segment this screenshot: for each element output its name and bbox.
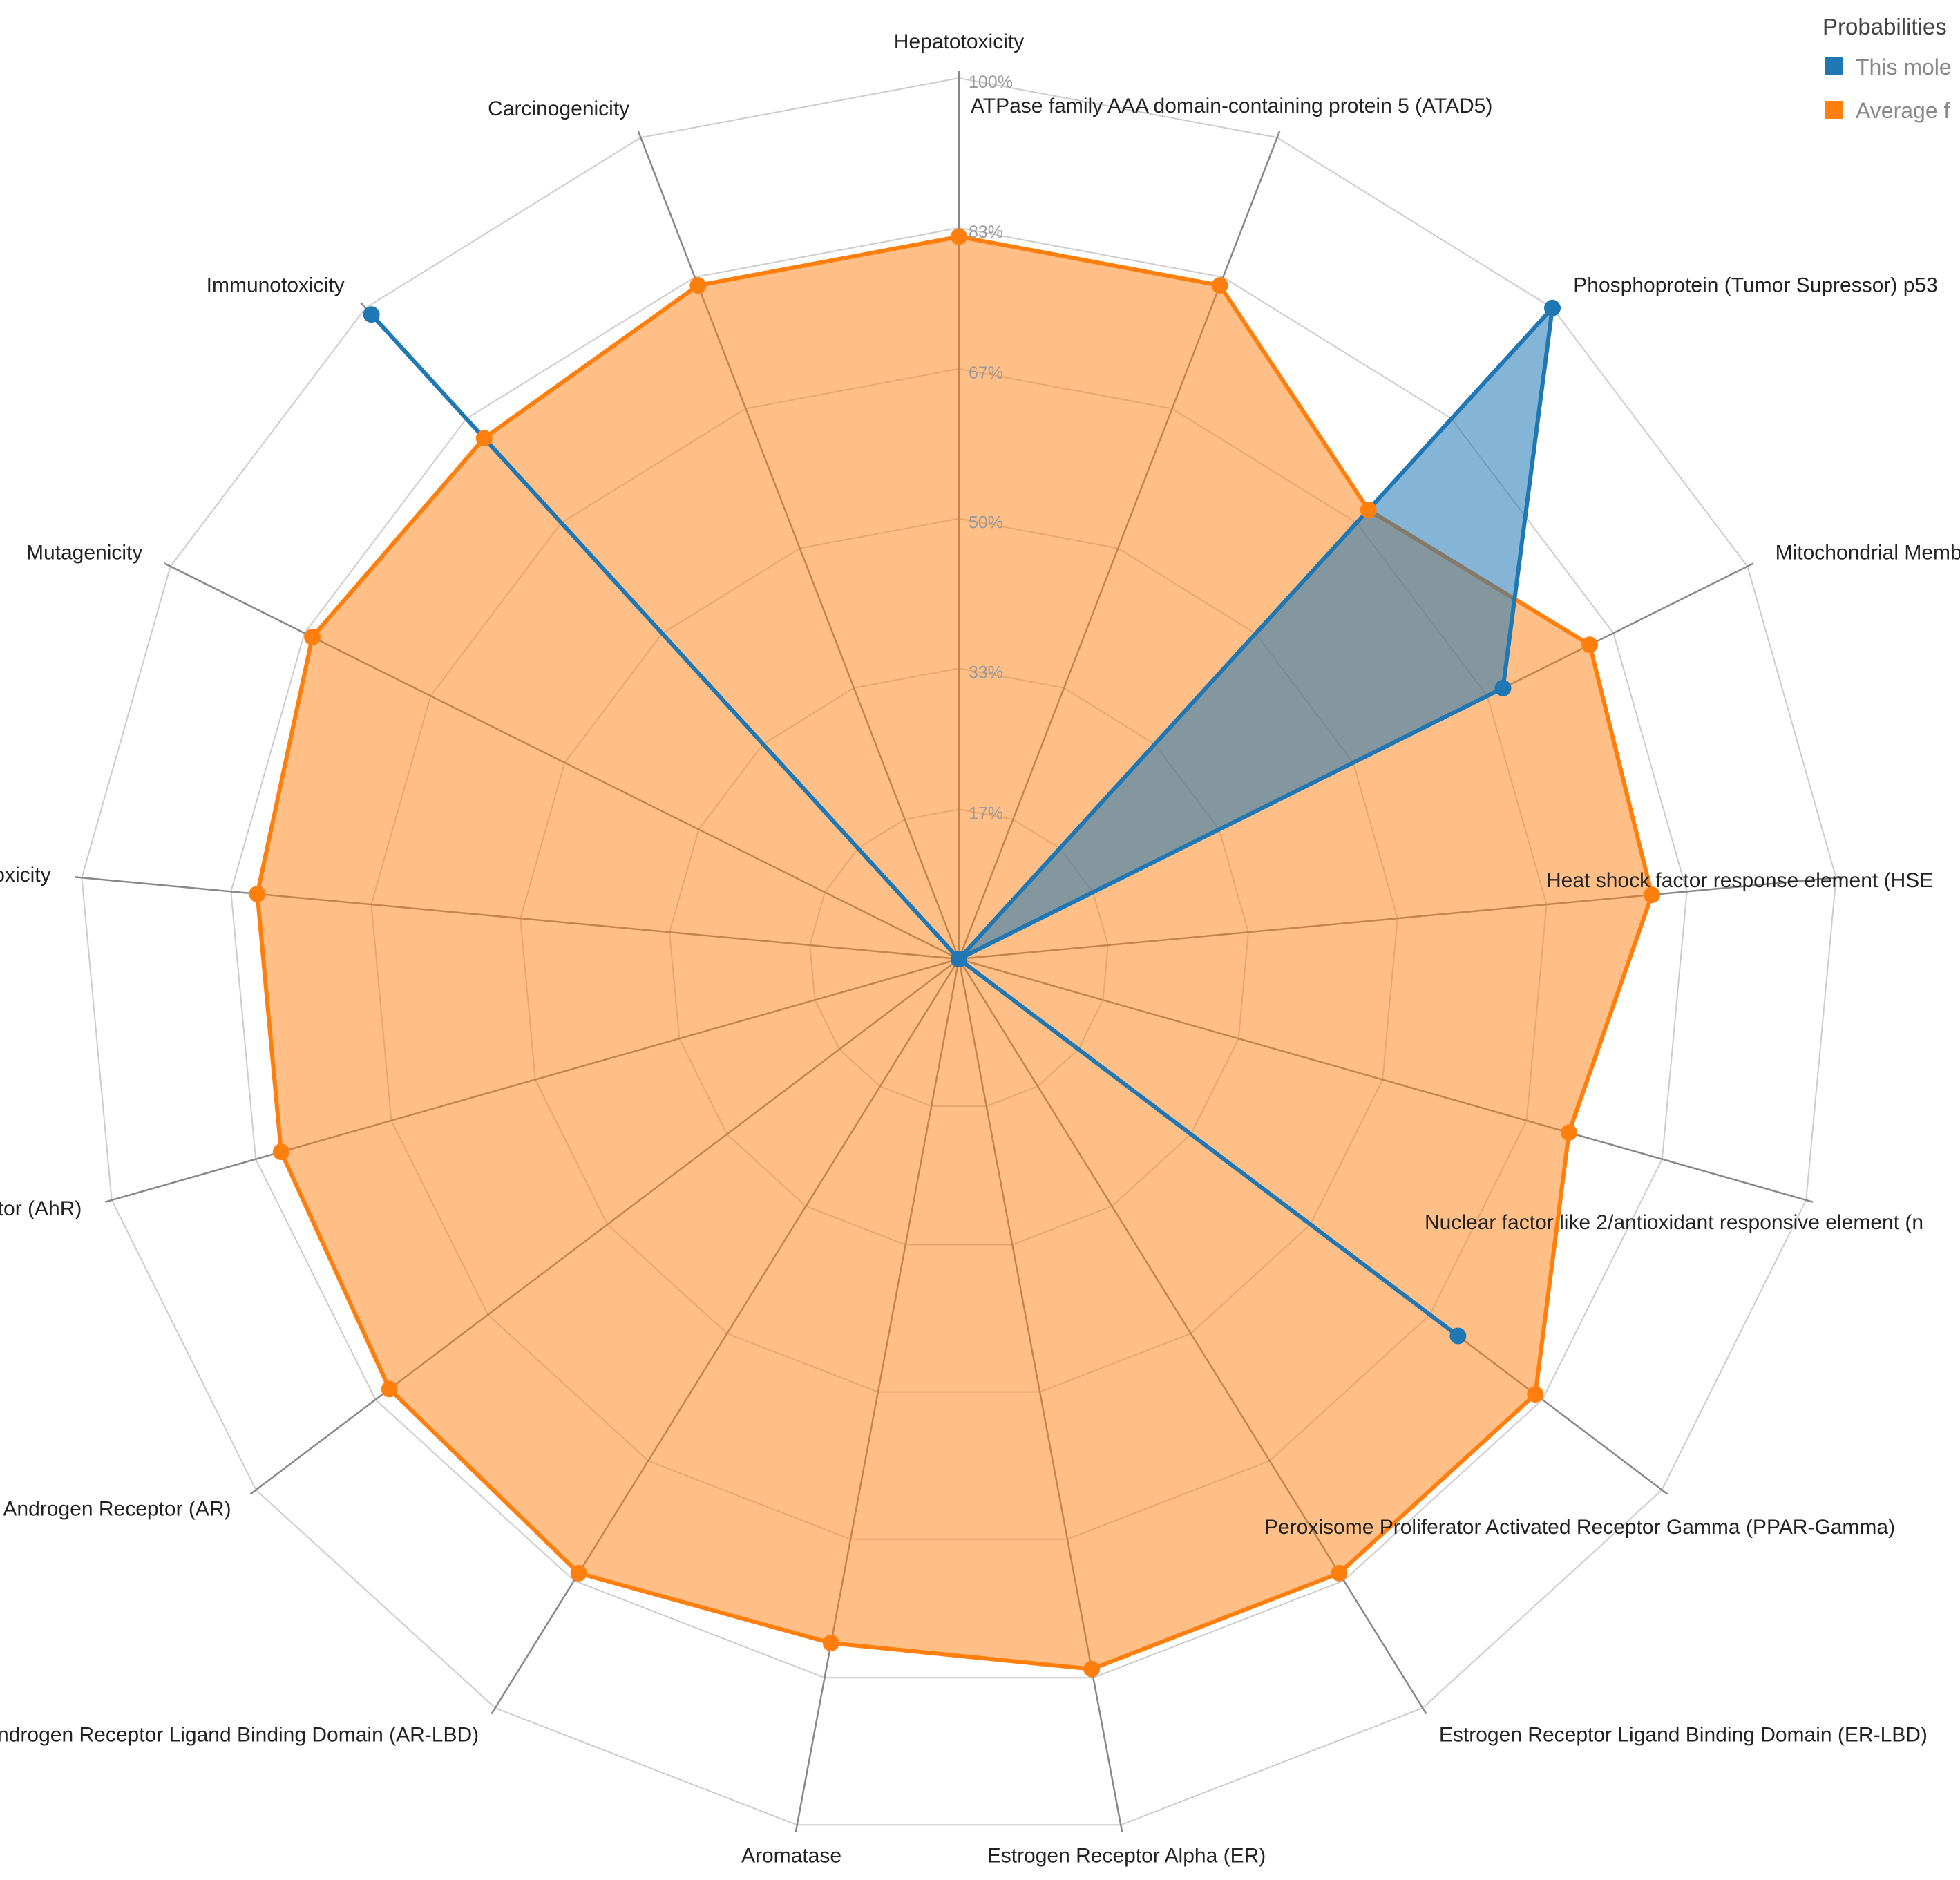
legend-title: Probabilities: [1823, 14, 1947, 39]
point-this-mole-phosphoprotein-tumor-supressor-p53[interactable]: [1544, 299, 1561, 316]
axis-label-hepatotoxicity: Hepatotoxicity: [894, 30, 1024, 53]
legend-label-this-molecule: This mole: [1856, 55, 1952, 79]
tick-label-6: 100%: [969, 73, 1013, 92]
series-area-this-mole[interactable]: [369, 305, 1554, 1338]
axis-label-estrogen-receptor-ligand-binding-domain-er-lbd: Estrogen Receptor Ligand Binding Domain …: [1439, 1723, 1928, 1746]
axis-label-aromatase: Aromatase: [741, 1845, 841, 1868]
point-this-mole-immunotoxicity[interactable]: [363, 306, 380, 323]
point-average-f-androgen-receptor-ligand-binding-domain-ar-lbd[interactable]: [570, 1564, 587, 1582]
axis-label-immunotoxicity: Immunotoxicity: [207, 274, 345, 297]
legend-swatch-this-molecule[interactable]: [1825, 57, 1843, 75]
point-average-f-immunotoxicity[interactable]: [475, 430, 493, 447]
point-average-f-androgen-receptor-ar[interactable]: [381, 1380, 398, 1398]
grid-ring-6: [81, 77, 1837, 1826]
radar-tick-labels: 17% 33% 50% 67% 83% 100%: [969, 73, 1013, 823]
grid-ring-5: [230, 227, 1688, 1679]
point-average-f-heat-shock-factor-response-element-hse[interactable]: [1644, 886, 1660, 904]
axis-label-atpase-family-aaa-domain-containing-protein-5-atad5: ATPase family AAA domain-containing prot…: [971, 95, 1492, 117]
point-average-f-estrogen-receptor-ligand-binding-domain-er-lbd[interactable]: [1331, 1564, 1348, 1582]
tick-label-3: 50%: [969, 513, 1003, 533]
point-average-f-mitochondrial-membrane-potential-mmp[interactable]: [1581, 636, 1599, 654]
axis-label-heat-shock-factor-response-element-hse: Heat shock factor response element (HSE: [1546, 869, 1933, 892]
point-this-mole-mitochondrial-membrane-potential-mmp[interactable]: [1494, 679, 1512, 696]
legend-swatch-average[interactable]: [1825, 101, 1843, 119]
point-average-f-aromatase[interactable]: [822, 1635, 839, 1652]
tick-label-4: 67%: [969, 363, 1003, 383]
point-average-f-aryl-hydrocarbon-receptor-ahr[interactable]: [272, 1143, 289, 1161]
axis-label-mitochondrial-membrane-potential-mmp: Mitochondrial Membrane Potential (MMP): [1776, 542, 1960, 564]
point-average-f-estrogen-receptor-alpha-er[interactable]: [1083, 1660, 1101, 1678]
point-average-f-mutagenicity[interactable]: [304, 629, 321, 645]
axis-label-androgen-receptor-ar: Androgen Receptor (AR): [3, 1498, 231, 1521]
axis-label-carcinogenicity: Carcinogenicity: [488, 97, 629, 120]
tick-label-1: 17%: [969, 804, 1003, 823]
axis-label-androgen-receptor-ligand-binding-domain-ar-lbd: Androgen Receptor Ligand Binding Domain …: [0, 1723, 479, 1746]
axis-label-nuclear-factor-like-2-antioxidant-responsive-element-n: Nuclear factor like 2/antioxidant respon…: [1425, 1211, 1923, 1234]
point-average-f-peroxisome-proliferator-activated-receptor-gamma-ppar-gamma[interactable]: [1527, 1386, 1544, 1403]
axis-label-estrogen-receptor-alpha-er: Estrogen Receptor Alpha (ER): [987, 1845, 1266, 1868]
point-average-f-cytotoxicity[interactable]: [249, 885, 266, 902]
axis-label-phosphoprotein-tumor-supressor-p53: Phosphoprotein (Tumor Supressor) p53: [1573, 274, 1938, 297]
point-average-f-hepatotoxicity[interactable]: [951, 228, 967, 245]
tick-label-5: 83%: [969, 222, 1003, 242]
tick-label-2: 33%: [969, 663, 1003, 682]
point-average-f-carcinogenicity[interactable]: [689, 277, 707, 294]
radar-axis-labels: Hepatotoxicity ATPase family AAA domain-c…: [0, 30, 1960, 1868]
point-this-mole-carcinogenicity[interactable]: [951, 951, 967, 967]
legend: Probabilities This mole Average f: [1823, 14, 1952, 123]
radar-points: [249, 228, 1660, 1678]
axis-label-peroxisome-proliferator-activated-receptor-gamma-ppar-gamma: Peroxisome Proliferator Activated Recept…: [1264, 1516, 1895, 1539]
legend-label-average: Average f: [1856, 98, 1950, 123]
axis-label-mutagenicity: Mutagenicity: [26, 542, 142, 564]
point-average-f-nuclear-factor-like-2-antioxidant-responsive-element-n[interactable]: [1561, 1124, 1577, 1141]
point-average-f-phosphoprotein-tumor-supressor-p53[interactable]: [1360, 501, 1377, 518]
point-this-mole-peroxisome-proliferator-activated-receptor-gamma-ppar-gamma[interactable]: [1449, 1327, 1467, 1345]
point-average-f-atpase-family-aaa-domain-containing-protein-5-atad5[interactable]: [1211, 277, 1228, 294]
axis-label-aryl-hydrocarbon-receptor-ahr: Aryl hydrocarbon Receptor (AhR): [0, 1197, 82, 1220]
axis-label-cytotoxicity: Cytotoxicity: [0, 864, 51, 886]
